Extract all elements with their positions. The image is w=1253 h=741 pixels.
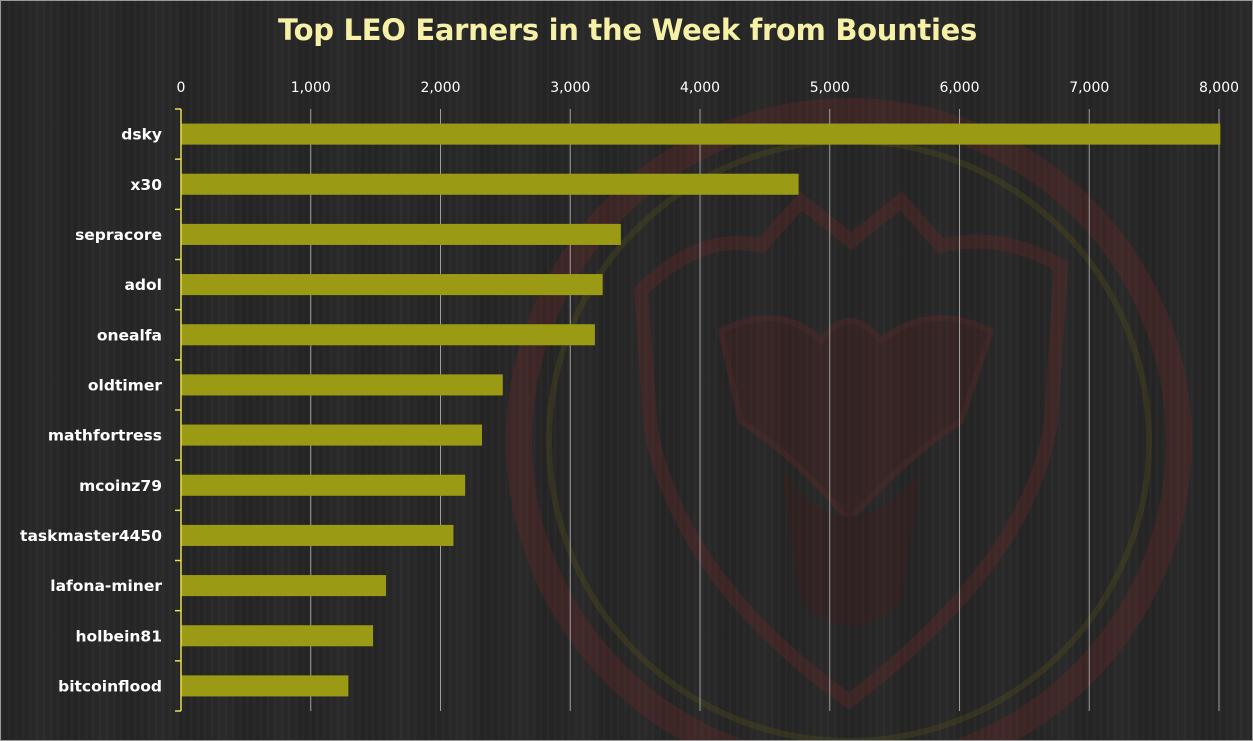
bar-oldtimer [181,374,503,396]
category-label: sepracore [75,226,162,244]
chart-title: Top LEO Earners in the Week from Bountie… [278,13,977,47]
bar-lafona-miner [181,575,387,597]
category-label: x30 [130,176,162,194]
bar-mathfortress [181,424,483,446]
bar-sepracore [181,223,621,245]
x-tick-label: 5,000 [810,80,850,96]
bar-adol [181,274,603,296]
x-tick-label: 4,000 [680,80,720,96]
lion-shield-icon [506,98,1192,740]
x-tick-label: 3,000 [550,80,590,96]
bar-taskmaster4450 [181,524,454,546]
category-label: taskmaster4450 [20,527,162,545]
bar-holbein81 [181,625,374,647]
x-tick-label: 7,000 [1069,80,1109,96]
bar-bitcoinflood [181,675,349,697]
x-tick-label: 1,000 [291,80,331,96]
category-label: bitcoinflood [58,677,162,695]
x-tick-label: 6,000 [939,80,979,96]
category-label: onealfa [97,326,162,344]
category-label: mathfortress [48,427,162,445]
category-label: holbein81 [75,627,162,645]
category-label: dsky [121,126,162,144]
category-label: adol [124,276,162,294]
x-tick-label: 8,000 [1199,80,1239,96]
x-tick-label: 2,000 [420,80,460,96]
x-tick-label: 0 [177,80,186,96]
bar-dsky [181,123,1221,145]
category-label: lafona-miner [50,577,162,595]
bar-onealfa [181,324,595,346]
category-label: mcoinz79 [79,477,162,495]
bar-x30 [181,173,799,195]
bar-mcoinz79 [181,474,466,496]
category-label: oldtimer [88,376,162,394]
